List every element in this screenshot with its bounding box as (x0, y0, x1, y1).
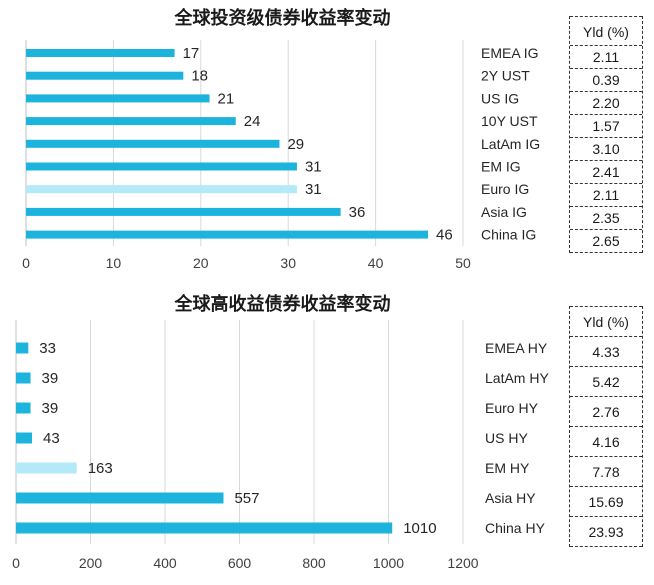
data-label: 31 (305, 181, 322, 198)
yield-value-cell: 15.69 (570, 487, 642, 517)
yield-table: Yld (%) 2.11 0.39 2.20 1.57 3.10 2.41 2.11 2.35 2… (569, 16, 643, 253)
data-label: 24 (244, 113, 261, 130)
yield-value-cell: 2.11 (570, 184, 642, 207)
x-tick-label: 0 (22, 255, 30, 271)
category-label: China HY (485, 520, 546, 536)
x-tick-label: 1200 (447, 555, 478, 571)
category-label: Asia IG (481, 204, 527, 220)
yield-table: Yld (%) 4.33 5.42 2.76 4.16 7.78 15.69 23.93 (569, 306, 643, 547)
category-label: US IG (481, 90, 519, 106)
bar (16, 522, 393, 534)
bar (16, 402, 31, 414)
yield-value-cell: 2.76 (570, 397, 642, 427)
yield-table-header: Yld (%) (570, 16, 642, 46)
x-tick-label: 200 (79, 555, 103, 571)
yield-value-cell: 2.65 (570, 230, 642, 253)
x-tick-label: 20 (193, 255, 209, 271)
x-tick-label: 0 (12, 555, 20, 571)
data-label: 33 (39, 340, 56, 357)
bar (26, 71, 184, 80)
x-tick-label: 10 (106, 255, 122, 271)
bar (26, 139, 280, 148)
data-label: 18 (191, 68, 208, 85)
bar (16, 492, 224, 504)
bar (26, 49, 175, 57)
investment-grade-panel: 全球投资级债券收益率变动 0 10 20 30 40 50 17 EMEA IG 18 2Y US… (0, 0, 654, 282)
x-tick-label: 40 (368, 255, 384, 271)
yield-value-cell: 4.33 (570, 337, 642, 367)
data-label: 557 (234, 490, 259, 507)
category-label: Asia HY (485, 490, 536, 506)
yield-value-cell: 2.41 (570, 161, 642, 184)
high-yield-chart: 0 200 400 600 800 1000 1200 33 EMEA HY 39 LatAm HY… (12, 320, 549, 571)
bar (26, 207, 341, 216)
bar (16, 372, 31, 384)
bar (26, 230, 429, 239)
data-label: 1010 (403, 520, 436, 537)
chart-title: 全球高收益债券收益率变动 (174, 294, 391, 315)
category-label: China IG (481, 227, 536, 243)
category-label: EM HY (485, 460, 530, 476)
data-label: 17 (183, 45, 200, 62)
category-label: 10Y UST (481, 113, 538, 129)
bar (26, 117, 236, 126)
category-label: 2Y UST (481, 68, 530, 84)
yield-value-cell: 0.39 (570, 69, 642, 92)
high-yield-panel: 全球高收益债券收益率变动 0 200 400 600 800 1000 1200 33 EMEA… (0, 282, 654, 585)
bar (26, 185, 297, 194)
data-label: 39 (42, 370, 59, 387)
bar (16, 432, 33, 444)
bar (16, 462, 77, 474)
bar (16, 342, 29, 354)
yield-value-cell: 23.93 (570, 517, 642, 547)
x-tick-label: 50 (455, 255, 471, 271)
data-label: 31 (305, 159, 322, 176)
data-label: 29 (287, 136, 304, 153)
category-label: US HY (485, 430, 528, 446)
category-label: LatAm HY (485, 370, 549, 386)
yield-value-cell: 2.35 (570, 207, 642, 230)
bar (26, 162, 297, 171)
chart-title: 全球投资级债券收益率变动 (174, 8, 391, 29)
x-tick-label: 30 (280, 255, 296, 271)
category-label: Euro IG (481, 181, 529, 197)
yield-value-cell: 1.57 (570, 115, 642, 138)
x-tick-label: 1000 (373, 555, 404, 571)
investment-grade-chart: 0 10 20 30 40 50 17 EMEA IG 18 2Y UST 21 US IG 24 10Y… (22, 40, 540, 271)
category-label: EM IG (481, 159, 521, 175)
yield-value-cell: 7.78 (570, 457, 642, 487)
data-label: 39 (42, 400, 59, 417)
yield-value-cell: 4.16 (570, 427, 642, 457)
x-tick-label: 600 (228, 555, 252, 571)
x-tick-label: 800 (302, 555, 326, 571)
category-label: EMEA IG (481, 45, 539, 61)
yield-value-cell: 3.10 (570, 138, 642, 161)
category-label: EMEA HY (485, 340, 548, 356)
category-label: LatAm IG (481, 136, 540, 152)
data-label: 43 (43, 430, 60, 447)
category-label: Euro HY (485, 400, 539, 416)
yield-value-cell: 5.42 (570, 367, 642, 397)
yield-value-cell: 2.20 (570, 92, 642, 115)
yield-value-cell: 2.11 (570, 46, 642, 69)
yield-table-header: Yld (%) (570, 306, 642, 337)
data-label: 163 (88, 460, 113, 477)
data-label: 36 (349, 204, 366, 221)
data-label: 46 (436, 227, 453, 244)
bar (26, 94, 210, 103)
x-tick-label: 400 (153, 555, 177, 571)
data-label: 21 (218, 90, 235, 107)
